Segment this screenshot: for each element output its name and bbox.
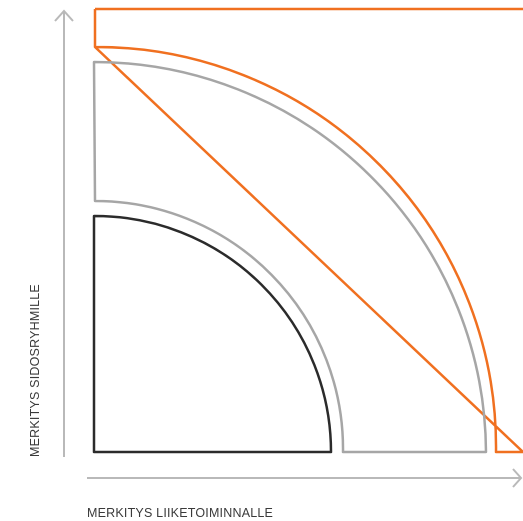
y-axis-label: MERKITYS SIDOSRYHMILLE: [28, 284, 42, 457]
inner-quadrant-shape: [92, 214, 333, 454]
y-axis-arrowhead: [54, 9, 74, 22]
outer-quadrant-shape: [93, 7, 523, 454]
x-axis-arrowhead: [512, 468, 523, 488]
middle-quadrant-shape: [92, 60, 488, 454]
x-axis-label: MERKITYS LIIKETOIMINNALLE: [87, 506, 273, 520]
